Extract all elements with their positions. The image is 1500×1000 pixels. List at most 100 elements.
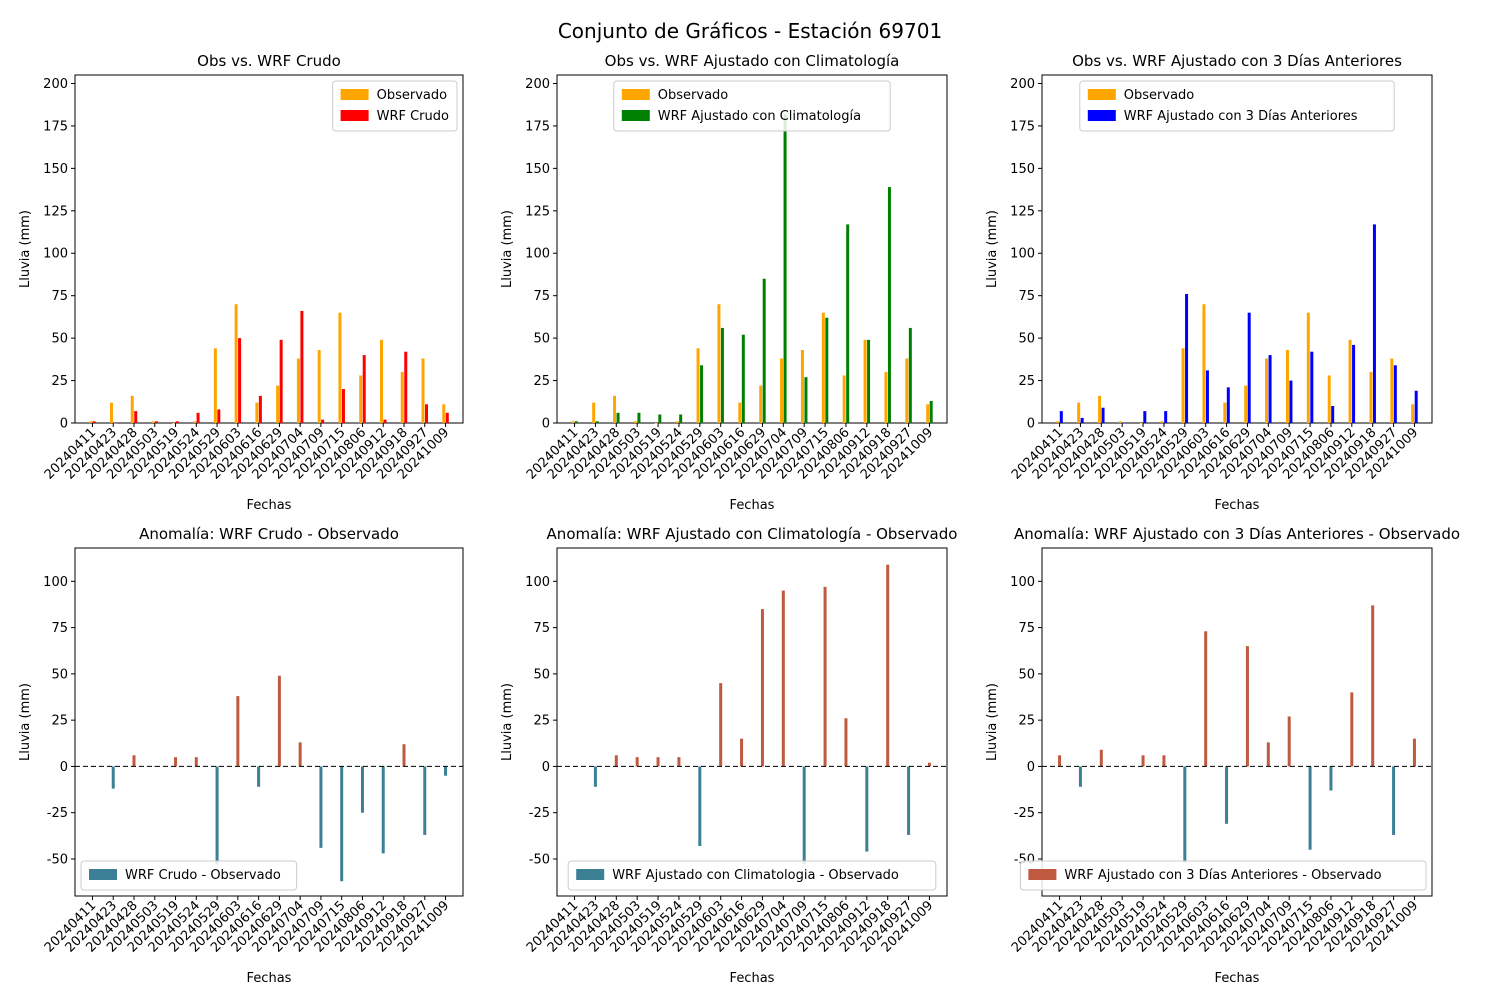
bar-1-20241009: [444, 766, 448, 776]
bar-2-20240704: [783, 114, 787, 424]
bar-2-20240529: [700, 365, 704, 423]
bar-1-20240912: [865, 766, 869, 852]
y-tick-label: 200: [43, 77, 68, 92]
bar-1-20240524: [675, 421, 679, 423]
y-tick-label: 50: [1018, 667, 1035, 682]
y-axis-label: Lluvia (mm): [500, 683, 515, 761]
legend: WRF Ajustado con Climatologia - Observad…: [567, 860, 937, 891]
bar-1-20240912: [381, 766, 385, 854]
bar-1-20241009: [1412, 738, 1416, 767]
bar-1-20240411: [571, 421, 575, 423]
bar-2-20240912: [1352, 344, 1356, 423]
bar-1-20240524: [1162, 755, 1166, 767]
y-tick-label: -50: [529, 852, 550, 867]
bar-1-20240912: [863, 339, 867, 423]
bar-1-20240503: [635, 757, 639, 767]
bar-1-20240616: [1223, 402, 1227, 423]
y-tick-label: 150: [525, 162, 550, 177]
y-tick-label: 0: [542, 417, 550, 432]
bar-2-20240912: [867, 339, 871, 423]
chart-title: Anomalía: WRF Ajustado con 3 Días Anteri…: [1014, 525, 1460, 543]
bar-2-20240411: [1059, 411, 1063, 423]
chart-panel-5: -50-250255075100202404112024042320240428…: [500, 525, 957, 986]
y-tick-label: 0: [60, 417, 68, 432]
bar-1-20240519: [656, 757, 660, 767]
bar-1-20240428: [613, 395, 617, 423]
bar-1-20240423: [1078, 766, 1082, 787]
bar-1-20240616: [738, 402, 742, 423]
plot-area-frame: [556, 74, 948, 424]
legend-swatch: [576, 869, 605, 880]
bar-1-20240616: [1225, 766, 1229, 824]
legend-label: WRF Ajustado con Climatologia - Observad…: [612, 868, 899, 883]
bar-1-20240806: [360, 766, 364, 813]
y-tick-label: 100: [1010, 247, 1035, 262]
legend-swatch: [1087, 89, 1116, 100]
bar-1-20240616: [740, 738, 744, 767]
y-tick-label: 100: [43, 575, 68, 590]
bar-1-20240428: [130, 395, 134, 423]
bar-1-20240918: [402, 744, 406, 767]
x-axis-label: Fechas: [1215, 498, 1260, 513]
bar-1-20240704: [296, 358, 300, 423]
chart-title: Obs vs. WRF Ajustado con 3 Días Anterior…: [1072, 52, 1402, 70]
x-axis-label: Fechas: [247, 971, 292, 986]
legend-label: Observado: [1124, 88, 1195, 103]
legend-swatch: [340, 110, 369, 121]
bar-1-20240529: [215, 766, 219, 865]
bar-1-20240519: [1139, 423, 1143, 424]
y-tick-label: 200: [525, 77, 550, 92]
bar-1-20240411: [89, 421, 93, 423]
bar-1-20240519: [174, 757, 178, 767]
bar-1-20240715: [338, 312, 342, 423]
bar-1-20240715: [1306, 312, 1310, 423]
y-tick-label: 25: [51, 714, 68, 729]
bar-1-20240503: [1118, 421, 1122, 423]
y-tick-label: 25: [1018, 374, 1035, 389]
legend-box: [80, 860, 298, 891]
bar-2-20240524: [1164, 411, 1168, 423]
y-tick-label: 25: [533, 714, 550, 729]
legend-swatch: [621, 110, 650, 121]
legend-swatch: [340, 89, 369, 100]
bar-1-20241009: [926, 404, 930, 423]
bar-2-20240704: [300, 310, 304, 423]
chart-panel-6: -50-250255075100202404112024042320240428…: [985, 525, 1460, 986]
y-tick-label: 75: [533, 289, 550, 304]
legend-box: [613, 80, 891, 132]
bar-2-20240616: [741, 334, 745, 423]
bar-2-20240616: [1226, 387, 1230, 423]
bar-1-20240715: [340, 766, 344, 882]
chart-panel-4: -50-250255075100202404112024042320240428…: [18, 525, 464, 986]
bar-1-20240704: [780, 358, 784, 423]
y-tick-label: 100: [525, 575, 550, 590]
bar-1-20240411: [1056, 421, 1060, 423]
bar-1-20241009: [1411, 404, 1415, 423]
y-tick-label: 100: [525, 247, 550, 262]
bar-2-20240519: [175, 421, 179, 423]
bar-1-20240519: [654, 423, 658, 424]
y-tick-label: -50: [47, 852, 68, 867]
bar-1-20240927: [905, 358, 909, 423]
bar-2-20240411: [574, 421, 578, 423]
bar-1-20240629: [759, 385, 763, 423]
bar-1-20240704: [1265, 358, 1269, 423]
legend-label: Observado: [377, 88, 448, 103]
y-tick-label: 0: [60, 760, 68, 775]
bar-1-20240918: [400, 372, 404, 423]
bar-1-20240912: [1348, 339, 1352, 423]
bar-1-20240709: [317, 350, 321, 423]
bar-1-20240709: [802, 766, 806, 865]
bar-2-20240428: [1101, 407, 1105, 423]
bar-2-20240529: [217, 409, 221, 423]
bar-1-20240423: [593, 766, 597, 787]
bar-1-20240529: [1181, 348, 1185, 423]
legend: Observado WRF Crudo: [332, 80, 458, 132]
bar-1-20240524: [193, 421, 197, 423]
legend: Observado WRF Ajustado con 3 Días Anterio…: [1079, 80, 1395, 132]
y-tick-label: 0: [1027, 760, 1035, 775]
legend: WRF Ajustado con 3 Días Anteriores - Obs…: [1019, 860, 1427, 891]
bar-1-20240629: [1245, 646, 1249, 767]
bar-2-20240411: [92, 421, 96, 423]
chart-title: Anomalía: WRF Ajustado con Climatología …: [547, 525, 958, 543]
